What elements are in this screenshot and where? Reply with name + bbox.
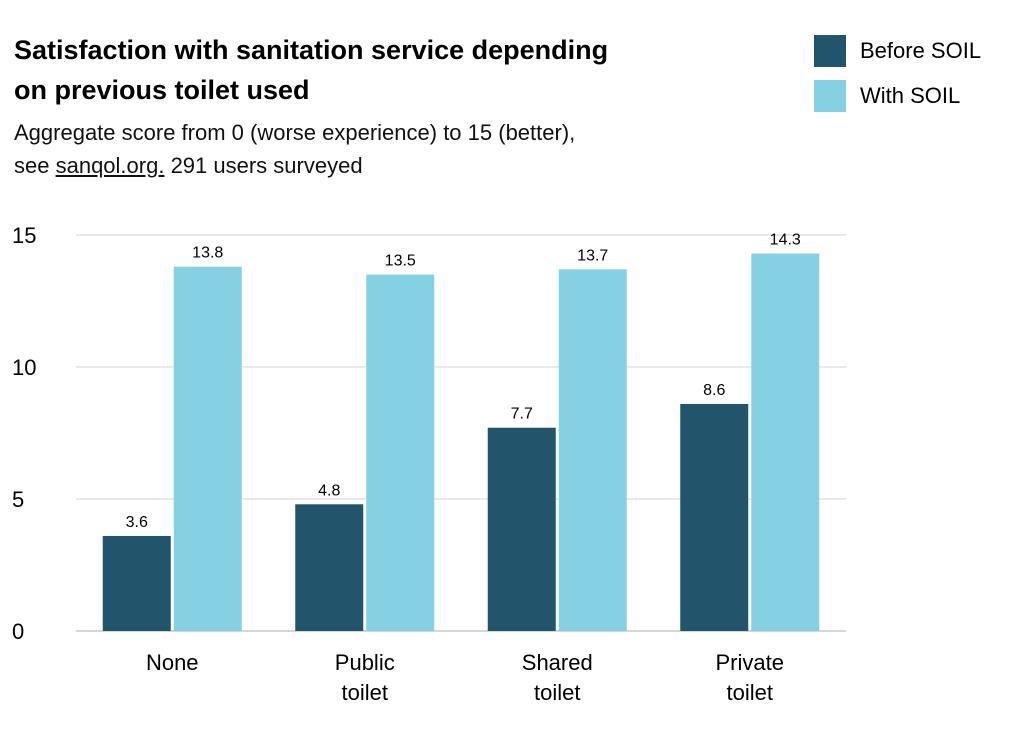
chart-title: Satisfaction with sanitation service dep… xyxy=(14,30,714,110)
legend-label-with: With SOIL xyxy=(860,83,961,108)
x-tick-label: Private xyxy=(716,650,784,675)
subtitle-prefix: see xyxy=(14,153,56,178)
data-label: 13.7 xyxy=(577,247,608,264)
x-tick-label: Public xyxy=(335,650,395,675)
chart-subtitle: Aggregate score from 0 (worse experience… xyxy=(14,116,734,182)
data-label: 13.8 xyxy=(192,245,223,262)
x-tick-label: None xyxy=(146,650,199,675)
y-axis-ticks: 0 5 10 15 xyxy=(12,223,36,644)
bar-with xyxy=(751,253,820,632)
data-label: 3.6 xyxy=(126,514,148,531)
bar-with xyxy=(366,274,435,631)
bar-before xyxy=(295,504,364,631)
value-labels: 3.6 13.8 4.8 13.5 7.7 13.7 8.6 14.3 xyxy=(126,231,801,530)
data-label: 13.5 xyxy=(385,253,416,270)
y-tick-label: 5 xyxy=(12,487,24,512)
legend-swatch-before xyxy=(814,35,846,67)
bar-with xyxy=(173,266,242,631)
data-label: 14.3 xyxy=(770,231,801,248)
x-tick-label: toilet xyxy=(534,680,580,705)
chart-legend: Before SOIL With SOIL xyxy=(814,32,981,122)
legend-label-before: Before SOIL xyxy=(860,38,982,63)
y-tick-label: 10 xyxy=(12,355,36,380)
y-tick-label: 0 xyxy=(12,619,24,644)
chart-subtitle-line-2: see sanqol.org. 291 users surveyed xyxy=(14,149,734,182)
x-axis-ticks: None Public toilet Shared toilet Private toile… xyxy=(146,650,784,705)
bar-before xyxy=(102,535,171,631)
data-label: 8.6 xyxy=(703,382,725,399)
data-label: 4.8 xyxy=(318,482,340,499)
chart-subtitle-line-1: Aggregate score from 0 (worse experience… xyxy=(14,120,576,145)
bar-before xyxy=(680,403,749,631)
legend-item-with: With SOIL xyxy=(814,77,981,115)
x-tick-label: toilet xyxy=(342,680,388,705)
y-tick-label: 15 xyxy=(12,223,36,248)
chart-title-line-2: on previous toilet used xyxy=(14,75,310,105)
legend-item-before: Before SOIL xyxy=(814,32,981,70)
sanqol-link[interactable]: sanqol.org. xyxy=(55,153,165,178)
data-label: 7.7 xyxy=(511,406,533,423)
x-tick-label: toilet xyxy=(727,680,773,705)
bar-before xyxy=(487,427,556,631)
x-tick-label: Shared xyxy=(522,650,593,675)
chart-title-line-1: Satisfaction with sanitation service dep… xyxy=(14,35,609,65)
legend-swatch-with xyxy=(814,80,846,112)
subtitle-suffix: 291 users surveyed xyxy=(164,153,363,178)
bars xyxy=(102,253,820,632)
bar-with xyxy=(558,269,627,631)
